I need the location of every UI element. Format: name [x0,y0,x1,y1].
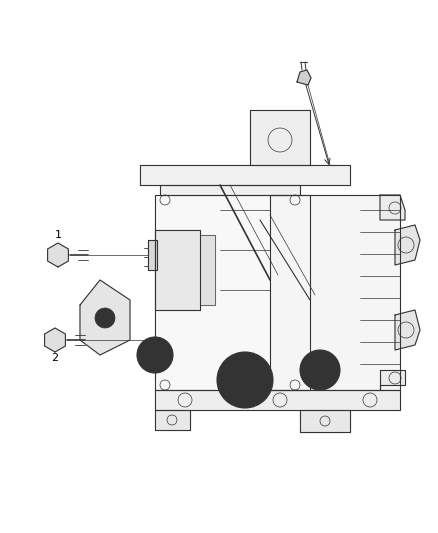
Polygon shape [250,110,310,165]
Polygon shape [395,225,420,265]
Polygon shape [380,370,405,390]
Polygon shape [395,310,420,350]
Circle shape [300,350,340,390]
Circle shape [217,352,273,408]
Polygon shape [155,390,400,410]
Polygon shape [297,70,311,85]
Polygon shape [380,195,405,220]
Polygon shape [45,328,65,352]
Polygon shape [270,195,400,390]
Polygon shape [48,243,68,267]
Polygon shape [160,185,300,195]
Polygon shape [155,410,190,430]
Polygon shape [140,165,350,185]
Polygon shape [148,240,157,270]
Polygon shape [200,235,215,305]
Polygon shape [80,280,130,355]
Polygon shape [155,195,310,390]
Polygon shape [155,230,200,310]
Circle shape [95,308,115,328]
Text: 1: 1 [54,230,61,240]
Circle shape [137,337,173,373]
Text: 2: 2 [51,353,59,363]
Polygon shape [300,410,350,432]
